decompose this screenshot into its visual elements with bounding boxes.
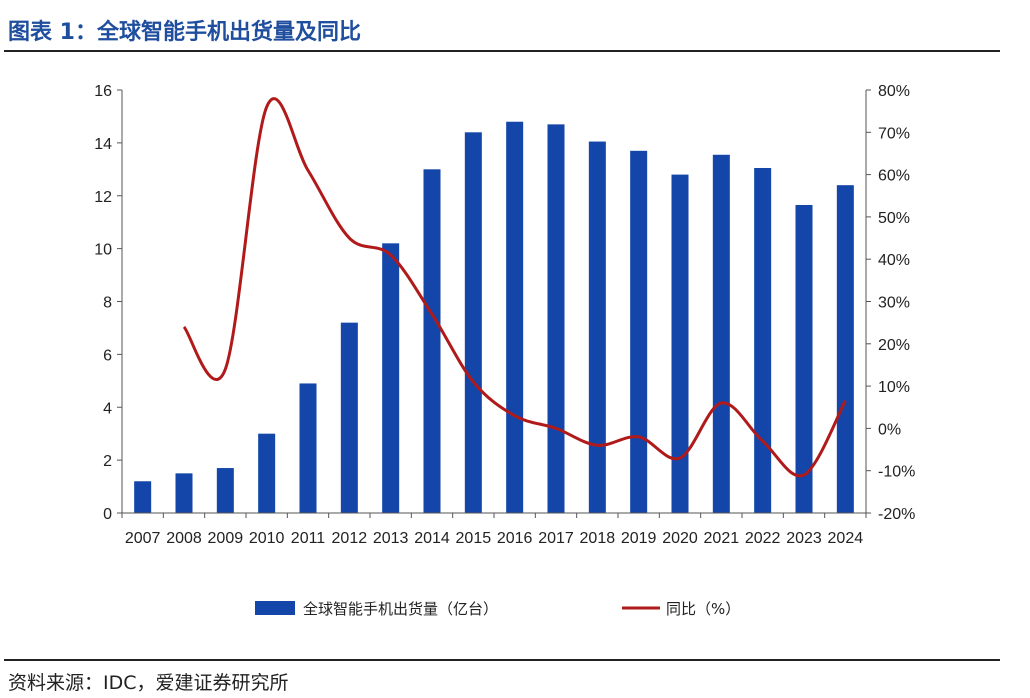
bar-2018	[588, 141, 606, 513]
right-tick-label: 60%	[878, 168, 910, 185]
right-tick-label: 0%	[878, 421, 901, 438]
bar-2019	[630, 150, 648, 513]
x-tick-label: 2014	[414, 530, 450, 547]
bar-2021	[712, 154, 730, 513]
left-tick-label: 0	[103, 506, 112, 523]
right-tick-label: 30%	[878, 295, 910, 312]
left-tick-label: 8	[103, 295, 112, 312]
bar-2007	[134, 481, 152, 513]
left-tick-label: 14	[94, 136, 112, 153]
x-tick-label: 2023	[786, 530, 822, 547]
figure-title: 图表 1：全球智能手机出货量及同比	[8, 20, 361, 45]
left-tick-label: 2	[103, 453, 112, 470]
bar-2020	[671, 174, 689, 513]
right-tick-label: -20%	[878, 506, 915, 523]
yoy-growth-line	[182, 97, 847, 478]
x-tick-label: 2013	[373, 530, 409, 547]
source-note: 资料来源：IDC，爱建证券研究所	[8, 672, 289, 694]
x-tick-label: 2008	[166, 530, 202, 547]
axes: 0 2 4 6 8 10 12 14 16 -20% -10% 0% 10% 20% 30% 40% 50% 60…	[94, 83, 915, 547]
right-tick-label: 10%	[878, 379, 910, 396]
x-tick-label: 2010	[249, 530, 285, 547]
legend-bar-label: 全球智能手机出货量（亿台）	[303, 600, 498, 618]
bar-2008	[175, 473, 193, 513]
legend: 全球智能手机出货量（亿台） 同比（%）	[255, 600, 740, 618]
x-tick-label: 2007	[125, 530, 161, 547]
bottom-rule	[4, 659, 1000, 661]
line-series	[182, 97, 847, 478]
bar-2009	[216, 468, 234, 513]
x-tick-label: 2009	[208, 530, 244, 547]
x-tick-label: 2016	[497, 530, 533, 547]
x-tick-label: 2024	[828, 530, 864, 547]
left-tick-label: 12	[94, 189, 112, 206]
legend-bar-swatch	[255, 601, 295, 615]
bar-2011	[299, 383, 317, 513]
x-tick-label: 2019	[621, 530, 657, 547]
right-tick-label: 40%	[878, 252, 910, 269]
x-tick-label: 2021	[704, 530, 740, 547]
left-tick-label: 10	[94, 242, 112, 259]
x-tick-label: 2015	[456, 530, 492, 547]
bar-2014	[423, 169, 441, 513]
right-tick-label: -10%	[878, 464, 915, 481]
x-tick-label: 2017	[538, 530, 574, 547]
x-tick-label: 2022	[745, 530, 781, 547]
bar-2024	[836, 185, 854, 514]
right-tick-label: 50%	[878, 210, 910, 227]
left-tick-label: 16	[94, 83, 112, 100]
x-tick-label: 2012	[332, 530, 368, 547]
bar-2023	[795, 205, 813, 514]
bar-2022	[754, 167, 772, 513]
right-tick-label: 20%	[878, 337, 910, 354]
right-tick-label: 80%	[878, 83, 910, 100]
x-tick-label: 2011	[291, 530, 326, 547]
right-tick-label: 70%	[878, 125, 910, 142]
bar-2012	[340, 322, 358, 513]
bar-2010	[258, 433, 276, 513]
bar-2017	[547, 124, 565, 514]
bar-2015	[464, 132, 482, 514]
top-rule	[4, 50, 1000, 52]
bar-2016	[506, 121, 524, 513]
left-tick-label: 4	[103, 400, 112, 417]
bar-2013	[382, 243, 400, 513]
left-tick-label: 6	[103, 347, 112, 364]
x-tick-label: 2020	[662, 530, 698, 547]
x-tick-label: 2018	[580, 530, 616, 547]
legend-line-label: 同比（%）	[666, 600, 740, 618]
bar-series	[134, 121, 854, 514]
